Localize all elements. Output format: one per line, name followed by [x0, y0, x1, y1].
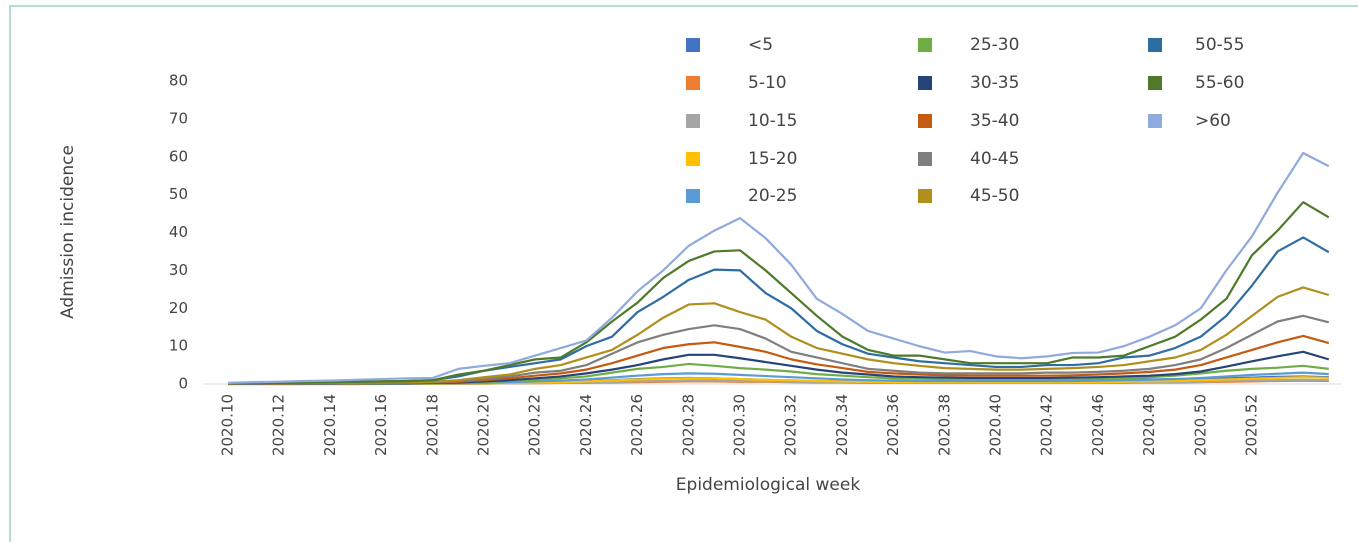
x-tick-label: 2020.28 — [679, 394, 697, 456]
legend-label: 50-55 — [1195, 35, 1244, 55]
legend-swatch — [686, 76, 700, 90]
x-tick-label: 2020.36 — [884, 394, 902, 456]
legend-swatch — [918, 152, 932, 166]
legend-label: 40-45 — [970, 149, 1019, 169]
legend-swatch — [918, 76, 932, 90]
x-tick-label: 2020.10 — [219, 394, 237, 456]
x-tick-label: 2020.18 — [423, 394, 441, 456]
x-tick-label: 2020.30 — [731, 394, 749, 456]
x-tick-label: 2020.12 — [270, 394, 288, 456]
legend-swatch — [918, 114, 932, 128]
x-tick-label: 2020.38 — [935, 394, 953, 456]
legend-label: 55-60 — [1195, 73, 1244, 93]
x-tick-label: 2020.48 — [1140, 394, 1158, 456]
y-tick-label: 40 — [169, 223, 188, 241]
x-tick-label: 2020.26 — [628, 394, 646, 456]
x-tick-label: 2020.42 — [1038, 394, 1056, 456]
legend-swatch — [686, 114, 700, 128]
y-tick-label: 10 — [169, 337, 188, 355]
legend-label: <5 — [748, 35, 773, 55]
legend-swatch — [686, 38, 700, 52]
legend-label: 25-30 — [970, 35, 1019, 55]
y-axis-label: Admission incidence — [58, 145, 78, 319]
legend-label: 30-35 — [970, 73, 1019, 93]
legend-label: 5-10 — [748, 73, 787, 93]
legend-swatch — [918, 189, 932, 203]
series-line — [227, 201, 1330, 385]
series-line — [227, 151, 1330, 384]
x-tick-label: 2020.50 — [1191, 394, 1209, 456]
y-tick-label: 0 — [178, 375, 188, 393]
series-line — [228, 236, 1330, 385]
y-tick-label: 50 — [169, 185, 188, 203]
legend-swatch — [1148, 76, 1162, 90]
frame — [9, 5, 1358, 542]
x-tick-label: 2020.52 — [1243, 394, 1261, 456]
series-line — [228, 314, 1330, 385]
y-tick-label: 60 — [169, 147, 188, 165]
legend-label: 35-40 — [970, 111, 1019, 131]
x-tick-label: 2020.34 — [833, 394, 851, 456]
y-tick-label: 30 — [169, 261, 188, 279]
series-line — [227, 286, 1330, 385]
x-tick-label: 2020.40 — [987, 394, 1005, 456]
x-tick-label: 2020.20 — [475, 394, 493, 456]
legend-label: 45-50 — [970, 186, 1019, 206]
x-tick-label: 2020.24 — [577, 394, 595, 456]
legend-label: 10-15 — [748, 111, 797, 131]
legend-swatch — [686, 189, 700, 203]
y-tick-label: 80 — [169, 72, 188, 90]
x-tick-label: 2020.22 — [526, 394, 544, 456]
y-tick-label: 20 — [169, 299, 188, 317]
y-tick-label: 70 — [169, 109, 188, 127]
x-tick-label: 2020.14 — [321, 394, 339, 456]
legend-label: 15-20 — [748, 149, 797, 169]
legend-swatch — [1148, 38, 1162, 52]
x-tick-label: 2020.32 — [782, 394, 800, 456]
x-axis-label: Epidemiological week — [676, 475, 861, 495]
legend-swatch — [1148, 114, 1162, 128]
legend-swatch — [918, 38, 932, 52]
legend-label: 20-25 — [748, 186, 797, 206]
x-tick-label: 2020.16 — [372, 394, 390, 456]
x-tick-label: 2020.46 — [1089, 394, 1107, 456]
legend-label: >60 — [1195, 111, 1231, 131]
legend-swatch — [686, 152, 700, 166]
